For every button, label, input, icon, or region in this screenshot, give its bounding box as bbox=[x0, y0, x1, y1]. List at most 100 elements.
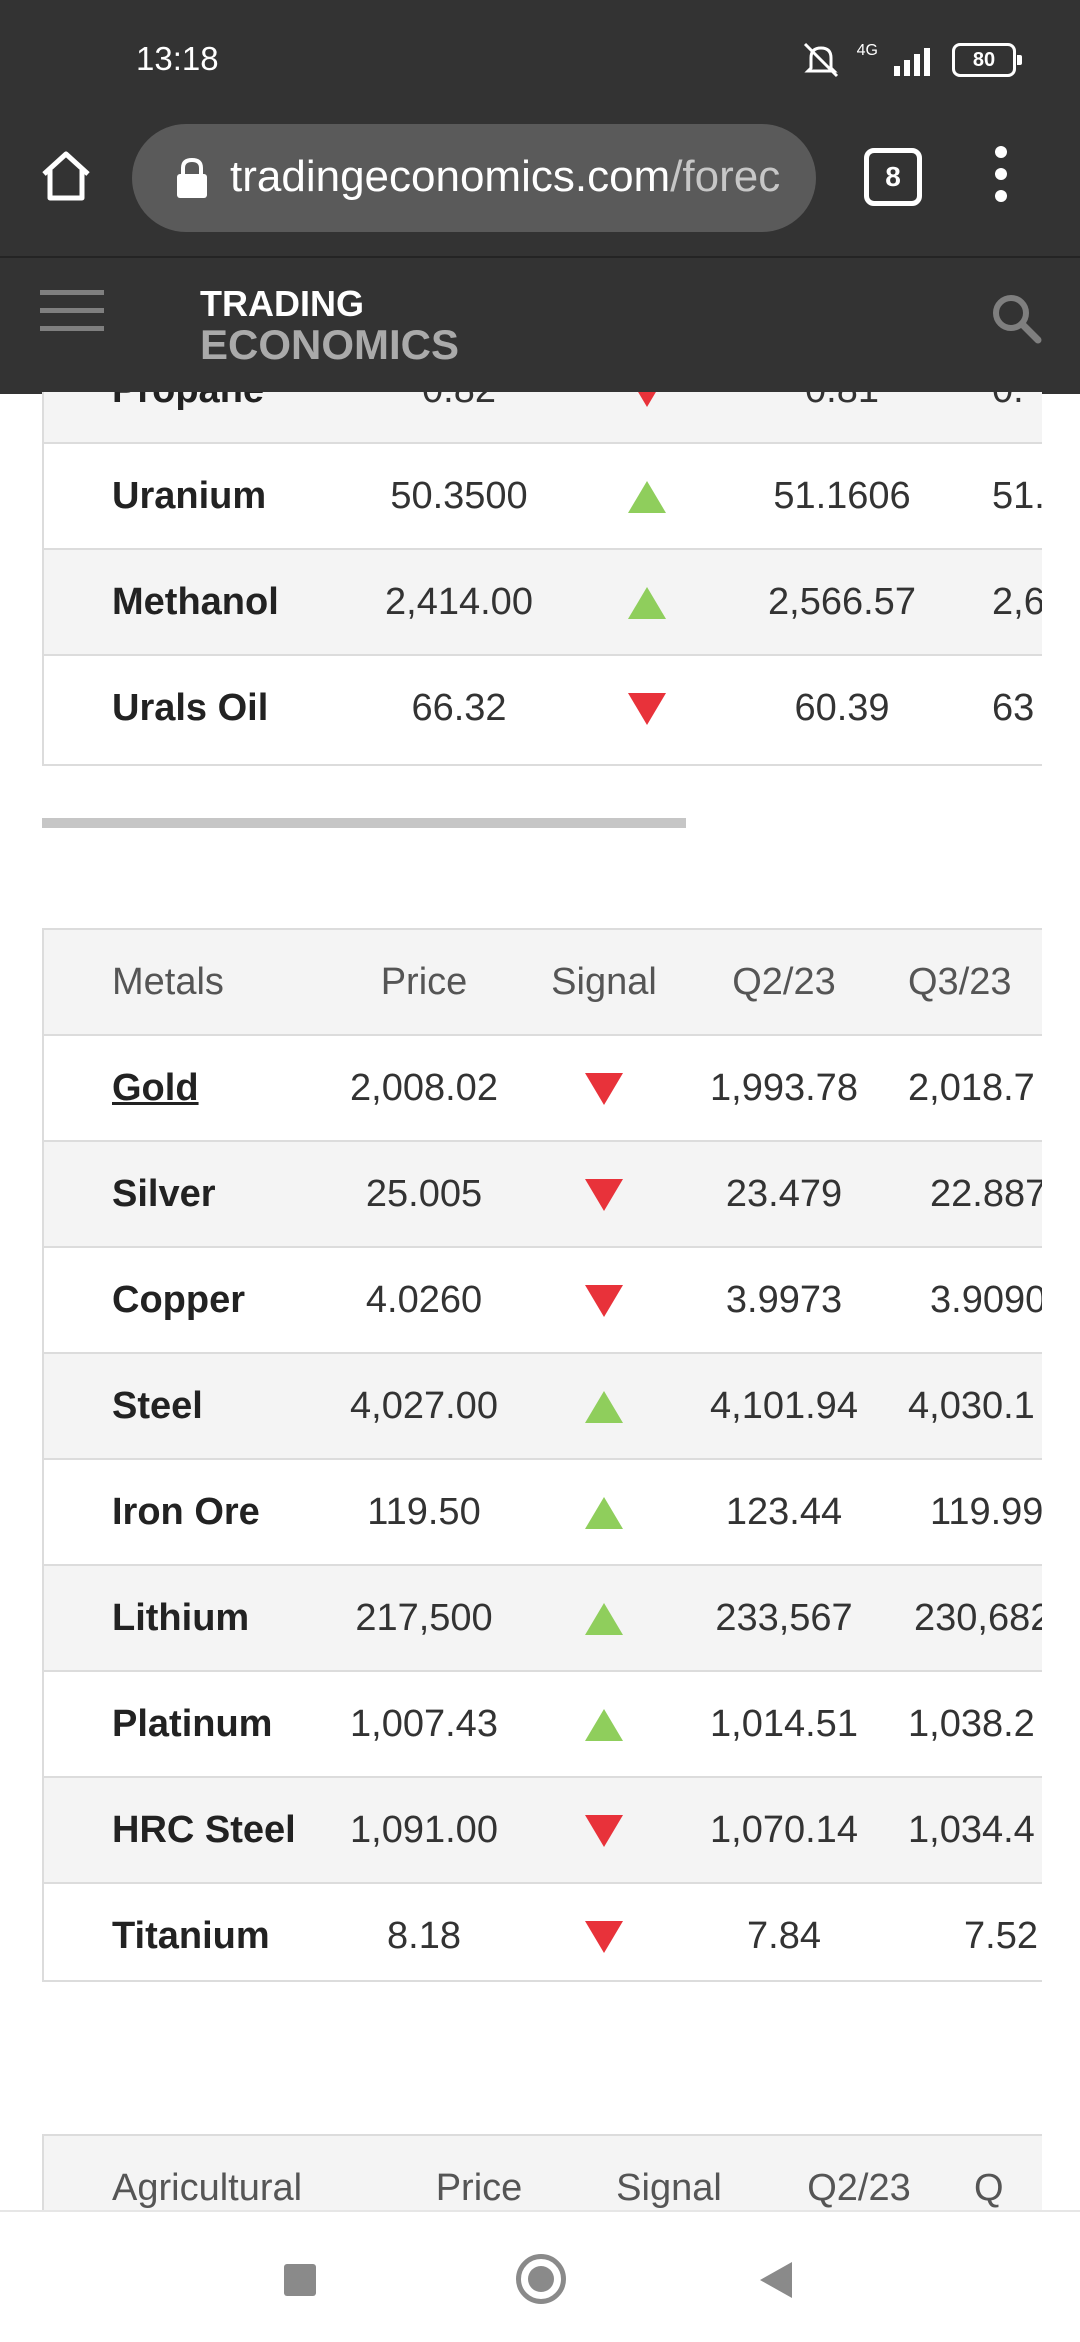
status-icons: 4G 80 bbox=[799, 36, 1022, 84]
site-header: TRADING ECONOMICS bbox=[0, 256, 1080, 394]
table-row[interactable]: Silver 25.005 23.479 22.887 bbox=[44, 1140, 1042, 1247]
row-price: 66.32 bbox=[344, 654, 574, 760]
row-price: 119.50 bbox=[334, 1458, 514, 1565]
status-bar: 13:18 4G 80 bbox=[0, 0, 1080, 124]
row-q1: 1,070.14 bbox=[694, 1776, 874, 1883]
row-q1: 0.81 bbox=[720, 392, 964, 443]
signal-up-icon bbox=[514, 1458, 694, 1565]
table-row[interactable]: Titanium 8.18 7.84 7.52 bbox=[44, 1882, 1042, 1980]
row-price: 2,414.00 bbox=[344, 548, 574, 655]
header-name[interactable]: Metals bbox=[44, 930, 334, 1035]
row-price: 217,500 bbox=[334, 1564, 514, 1671]
browser-toolbar: tradingeconomics.com/forec 8 bbox=[0, 124, 1080, 256]
row-name: Copper bbox=[44, 1246, 334, 1353]
tab-switcher-button[interactable]: 8 bbox=[864, 148, 922, 206]
row-q2: 63 bbox=[964, 654, 1042, 760]
recent-apps-icon[interactable] bbox=[284, 2264, 316, 2296]
table-header-row: Agricultural Price Signal Q2/23 Q bbox=[44, 2136, 1042, 2212]
agricultural-table: Agricultural Price Signal Q2/23 Q bbox=[42, 2134, 1042, 2212]
row-name: Lithium bbox=[44, 1564, 334, 1671]
signal-down-icon bbox=[514, 1140, 694, 1247]
table-row[interactable]: Urals Oil 66.32 60.39 63 bbox=[44, 654, 1042, 760]
signal-up-icon bbox=[574, 548, 720, 655]
address-bar[interactable]: tradingeconomics.com/forec bbox=[132, 124, 816, 232]
row-q1: 123.44 bbox=[694, 1458, 874, 1565]
table-row[interactable]: Gold 2,008.02 1,993.78 2,018.7 bbox=[44, 1034, 1042, 1141]
agricultural-table-grid: Agricultural Price Signal Q2/23 Q bbox=[44, 2136, 1042, 2212]
network-label: 4G bbox=[856, 42, 878, 59]
overflow-menu-icon[interactable] bbox=[986, 146, 1016, 210]
header-q1[interactable]: Q2/23 bbox=[694, 930, 874, 1035]
header-price[interactable]: Price bbox=[334, 930, 514, 1035]
table-row[interactable]: Platinum 1,007.43 1,014.51 1,038.2 bbox=[44, 1670, 1042, 1777]
signal-icon bbox=[894, 48, 930, 76]
row-name: Urals Oil bbox=[44, 654, 344, 760]
home-icon[interactable] bbox=[36, 146, 96, 206]
row-name: Platinum bbox=[44, 1670, 334, 1777]
home-nav-icon[interactable] bbox=[516, 2254, 566, 2304]
header-price[interactable]: Price bbox=[384, 2136, 574, 2212]
row-q2: 230,682 bbox=[874, 1564, 1042, 1671]
table-row[interactable]: Steel 4,027.00 4,101.94 4,030.1 bbox=[44, 1352, 1042, 1459]
hamburger-menu-icon[interactable] bbox=[40, 290, 104, 336]
row-q2: 2,61 bbox=[964, 548, 1042, 655]
signal-down-icon bbox=[514, 1034, 694, 1141]
horizontal-scrollbar[interactable] bbox=[42, 818, 686, 828]
table-row[interactable]: Methanol 2,414.00 2,566.57 2,61 bbox=[44, 548, 1042, 655]
row-name: HRC Steel bbox=[44, 1776, 334, 1883]
table-row[interactable]: Lithium 217,500 233,567 230,682 bbox=[44, 1564, 1042, 1671]
header-q2[interactable]: Q3/23 bbox=[874, 930, 1042, 1035]
row-q2: 51.9 bbox=[964, 442, 1042, 549]
row-q2: 22.887 bbox=[874, 1140, 1042, 1247]
row-q1: 233,567 bbox=[694, 1564, 874, 1671]
row-q1: 7.84 bbox=[694, 1882, 874, 1980]
signal-down-icon bbox=[514, 1776, 694, 1883]
status-time: 13:18 bbox=[136, 40, 219, 77]
table-row[interactable]: Iron Ore 119.50 123.44 119.99 bbox=[44, 1458, 1042, 1565]
site-logo[interactable]: TRADING ECONOMICS bbox=[200, 286, 459, 366]
back-icon[interactable] bbox=[760, 2262, 792, 2298]
row-name: Silver bbox=[44, 1140, 334, 1247]
table-row[interactable]: Propane 0.82 0.81 0. bbox=[44, 392, 1042, 443]
row-q1: 1,014.51 bbox=[694, 1670, 874, 1777]
row-price: 4.0260 bbox=[334, 1246, 514, 1353]
row-name: Propane bbox=[44, 392, 344, 443]
header-signal[interactable]: Signal bbox=[574, 2136, 764, 2212]
table-row[interactable]: Uranium 50.3500 51.1606 51.9 bbox=[44, 442, 1042, 549]
metals-table-grid: Metals Price Signal Q2/23 Q3/23 Gold 2,0… bbox=[44, 930, 1042, 1980]
row-name: Methanol bbox=[44, 548, 344, 655]
row-price: 1,007.43 bbox=[334, 1670, 514, 1777]
battery-icon: 80 bbox=[952, 43, 1022, 77]
header-signal[interactable]: Signal bbox=[514, 930, 694, 1035]
energy-table-grid: Propane 0.82 0.81 0. Uranium 50.3500 51.… bbox=[44, 392, 1042, 760]
energy-table: Propane 0.82 0.81 0. Uranium 50.3500 51.… bbox=[42, 392, 1042, 766]
row-name: Iron Ore bbox=[44, 1458, 334, 1565]
header-q2[interactable]: Q bbox=[954, 2136, 1042, 2212]
table-row[interactable]: Copper 4.0260 3.9973 3.9090 bbox=[44, 1246, 1042, 1353]
row-q1: 23.479 bbox=[694, 1140, 874, 1247]
header-name[interactable]: Agricultural bbox=[44, 2136, 384, 2212]
row-price: 25.005 bbox=[334, 1140, 514, 1247]
signal-down-icon bbox=[574, 392, 720, 443]
lock-icon bbox=[177, 157, 207, 198]
header-q1[interactable]: Q2/23 bbox=[764, 2136, 954, 2212]
page-content[interactable]: Propane 0.82 0.81 0. Uranium 50.3500 51.… bbox=[0, 392, 1080, 2212]
row-q2: 0. bbox=[964, 392, 1042, 443]
row-q1: 2,566.57 bbox=[720, 548, 964, 655]
row-q1: 3.9973 bbox=[694, 1246, 874, 1353]
logo-line-1: TRADING bbox=[200, 283, 364, 324]
row-q2: 4,030.1 bbox=[874, 1352, 1042, 1459]
row-price: 1,091.00 bbox=[334, 1776, 514, 1883]
row-price: 50.3500 bbox=[344, 442, 574, 549]
row-q2: 3.9090 bbox=[874, 1246, 1042, 1353]
table-header-row: Metals Price Signal Q2/23 Q3/23 bbox=[44, 930, 1042, 1035]
row-q1: 60.39 bbox=[720, 654, 964, 760]
row-q2: 1,034.4 bbox=[874, 1776, 1042, 1883]
row-name: Steel bbox=[44, 1352, 334, 1459]
search-icon[interactable] bbox=[988, 290, 1044, 346]
signal-up-icon bbox=[514, 1352, 694, 1459]
row-price: 8.18 bbox=[334, 1882, 514, 1980]
row-name-link[interactable]: Gold bbox=[112, 1066, 199, 1109]
table-row[interactable]: HRC Steel 1,091.00 1,070.14 1,034.4 bbox=[44, 1776, 1042, 1883]
row-q2: 7.52 bbox=[874, 1882, 1042, 1980]
